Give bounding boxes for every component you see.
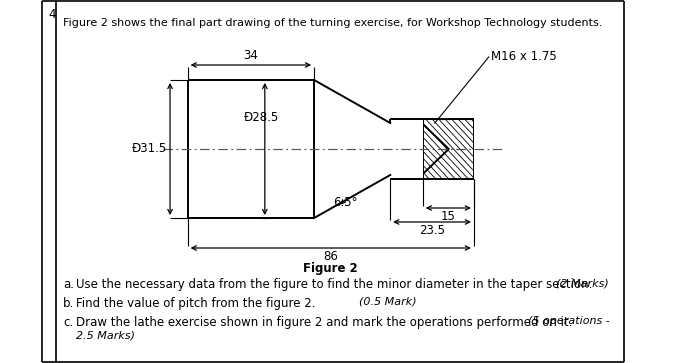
- Text: (5 operations -: (5 operations -: [528, 316, 610, 326]
- Text: M16 x 1.75: M16 x 1.75: [491, 50, 556, 64]
- Text: 2.5 Marks): 2.5 Marks): [76, 330, 135, 340]
- Text: 34: 34: [244, 49, 258, 62]
- Text: 4: 4: [48, 8, 56, 21]
- Text: Draw the lathe exercise shown in figure 2 and mark the operations performed on i: Draw the lathe exercise shown in figure …: [76, 316, 573, 329]
- Text: c.: c.: [63, 316, 74, 329]
- Text: (0.5 Mark): (0.5 Mark): [358, 297, 416, 307]
- Text: Figure 2 shows the final part drawing of the turning exercise, for Workshop Tech: Figure 2 shows the final part drawing of…: [63, 18, 603, 28]
- Text: Ð31.5: Ð31.5: [132, 143, 167, 155]
- Text: Ð28.5: Ð28.5: [244, 111, 280, 124]
- Text: a.: a.: [63, 278, 74, 291]
- Text: 6.5°: 6.5°: [332, 196, 357, 209]
- Text: Use the necessary data from the figure to find the minor diameter in the taper s: Use the necessary data from the figure t…: [76, 278, 593, 291]
- Text: Figure 2: Figure 2: [303, 262, 358, 275]
- Text: (2 Marks): (2 Marks): [556, 278, 608, 288]
- Text: Find the value of pitch from the figure 2.: Find the value of pitch from the figure …: [76, 297, 316, 310]
- Text: 86: 86: [323, 250, 338, 263]
- Text: 15: 15: [441, 210, 456, 223]
- Text: 23.5: 23.5: [419, 224, 445, 237]
- Text: b.: b.: [63, 297, 74, 310]
